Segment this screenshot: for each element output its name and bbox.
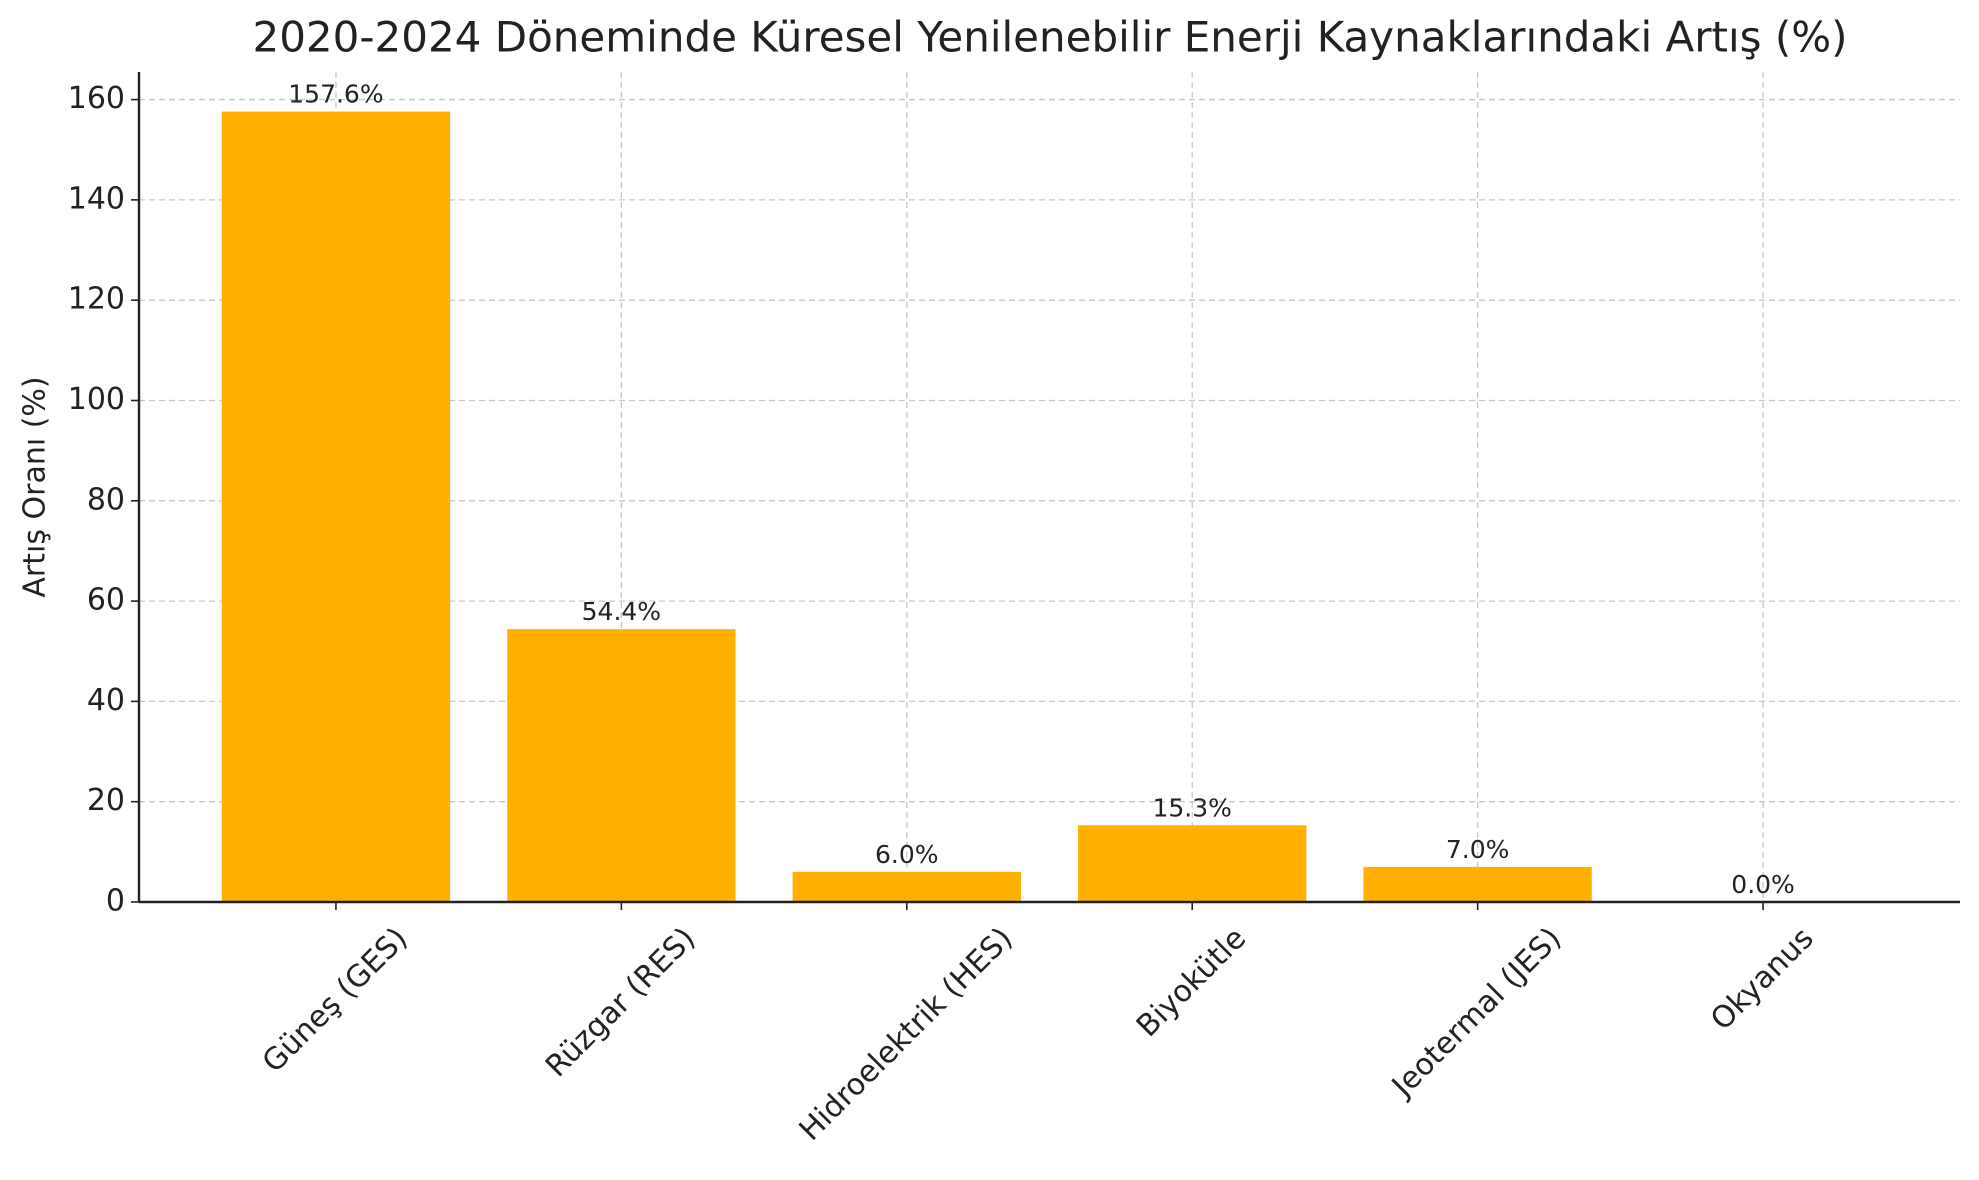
y-tick-label: 60 — [87, 583, 125, 618]
bar — [507, 629, 736, 902]
y-tick-label: 40 — [87, 683, 125, 718]
x-tick-label: Hidroelektrik (HES) — [793, 921, 1020, 1148]
value-label: 0.0% — [1731, 870, 1795, 899]
bar — [1078, 825, 1307, 902]
chart-title: 2020-2024 Döneminde Küresel Yenilenebili… — [252, 13, 1847, 62]
x-tick-label: Okyanus — [1704, 921, 1820, 1037]
value-label: 15.3% — [1153, 793, 1232, 822]
value-label: 6.0% — [875, 840, 939, 869]
value-label: 54.4% — [582, 597, 661, 626]
value-label: 157.6% — [288, 80, 383, 109]
bar — [221, 111, 451, 903]
y-tick-label: 0 — [106, 884, 125, 919]
y-tick-label: 20 — [87, 783, 125, 818]
bar — [1363, 866, 1592, 902]
value-label: 7.0% — [1446, 835, 1510, 864]
y-tick-label: 100 — [68, 382, 125, 417]
y-tick-label: 80 — [87, 482, 125, 517]
x-tick-label: Jeotermal (JES) — [1384, 921, 1568, 1105]
y-tick-label: 120 — [68, 282, 125, 317]
y-tick-label: 160 — [68, 81, 125, 116]
x-tick-label: Biyokütle — [1130, 921, 1253, 1044]
bar — [792, 871, 1021, 902]
y-tick-label: 140 — [68, 181, 125, 216]
x-tick-label: Rüzgar (RES) — [539, 921, 702, 1084]
x-tick-label: Güneş (GES) — [256, 921, 415, 1080]
y-axis-label: Artış Oranı (%) — [18, 376, 53, 597]
